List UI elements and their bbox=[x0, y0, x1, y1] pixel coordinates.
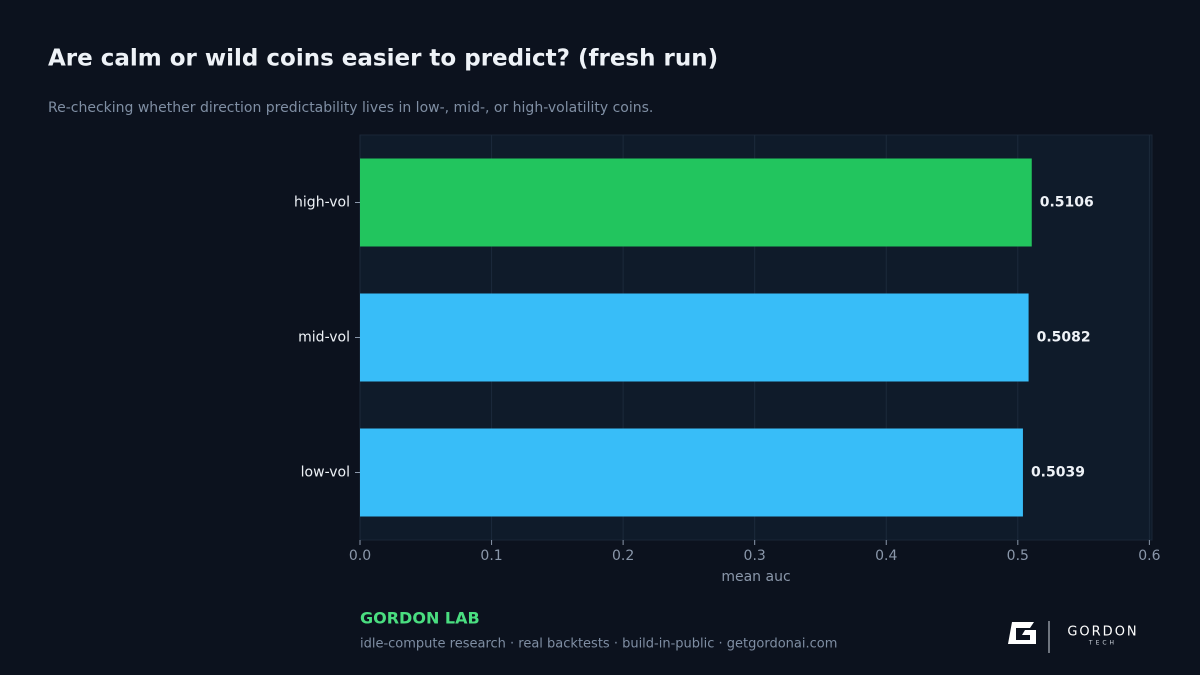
y-tick-label: low-vol bbox=[301, 465, 350, 481]
bar bbox=[360, 158, 1032, 247]
x-tick-label: 0.4 bbox=[875, 548, 897, 564]
value-label: 0.5106 bbox=[1040, 195, 1094, 211]
footer-tagline: idle-compute research · real backtests ·… bbox=[360, 637, 837, 652]
value-label: 0.5039 bbox=[1031, 465, 1085, 481]
logo: GORDON TECH bbox=[1008, 621, 1138, 653]
bar bbox=[360, 293, 1029, 382]
bar bbox=[360, 428, 1023, 517]
value-label: 0.5082 bbox=[1037, 330, 1091, 346]
logo-mark bbox=[1008, 622, 1036, 644]
x-tick-label: 0.0 bbox=[349, 548, 371, 564]
x-tick-label: 0.1 bbox=[480, 548, 502, 564]
y-tick-label: high-vol bbox=[294, 195, 350, 211]
x-tick-label: 0.6 bbox=[1138, 548, 1160, 564]
chart-title: Are calm or wild coins easier to predict… bbox=[48, 46, 718, 72]
footer-brand: GORDON LAB bbox=[360, 609, 480, 628]
x-tick-label: 0.3 bbox=[744, 548, 766, 564]
logo-sub: TECH bbox=[1088, 640, 1117, 647]
chart-subtitle: Re-checking whether direction predictabi… bbox=[48, 100, 653, 116]
x-tick-label: 0.5 bbox=[1007, 548, 1029, 564]
y-tick-label: mid-vol bbox=[298, 330, 350, 346]
x-tick-label: 0.2 bbox=[612, 548, 634, 564]
x-axis-label: mean auc bbox=[721, 569, 790, 585]
logo-name: GORDON bbox=[1067, 625, 1138, 640]
